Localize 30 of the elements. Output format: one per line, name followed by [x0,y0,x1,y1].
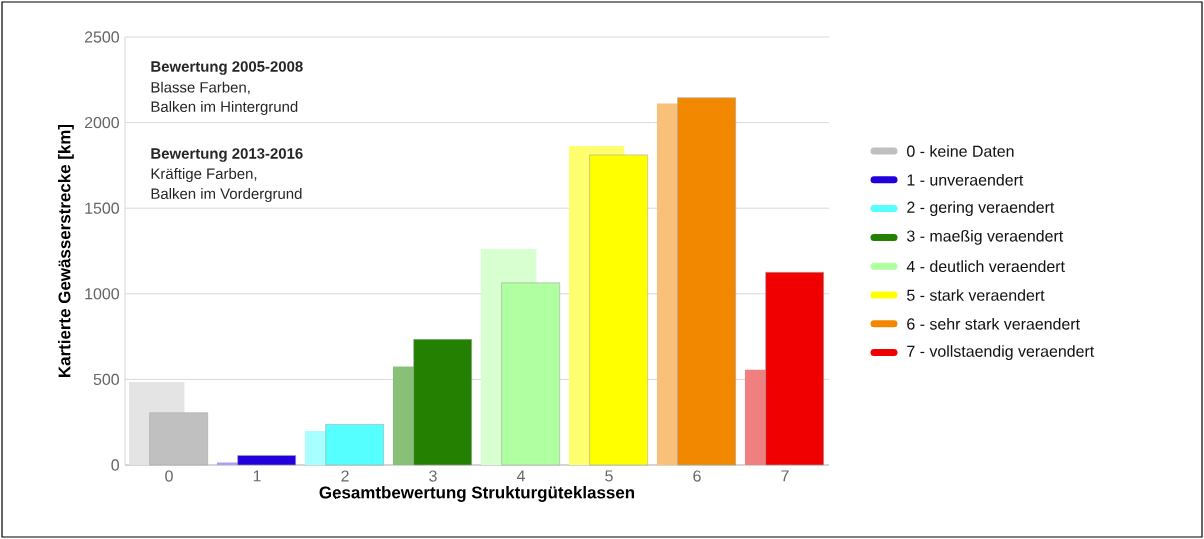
x-tick-label: 1 [253,470,261,482]
annotation: Blasse Farben, [151,81,250,95]
y-tick-label: 1000 [85,288,120,300]
text: 5 - stark veraendert [907,289,1045,301]
text: 3 - maeßig veraendert [907,229,1064,245]
x-tick-label: 4 [516,470,525,482]
y-tick-label: 1500 [85,202,120,214]
text: 0 - keine Daten [907,145,1014,157]
text: 6 - sehr stark veraendert [907,317,1080,330]
x-axis-title: Gesamtbewertung Strukturgüteklassen [319,486,635,502]
y-tick-label: 2500 [84,31,120,43]
x-tick-label: 2 [341,470,349,482]
text: 1 - unveraendert [907,173,1024,186]
y-tick-label: 500 [93,373,120,386]
y-tick-label: 2000 [84,116,120,129]
x-tick-label: 3 [429,470,437,482]
y-tick-label: 0 [111,459,120,471]
text: 2 - gering veraendert [907,201,1055,217]
annotation: Balken im Hintergrund [151,101,298,115]
x-tick-label: 0 [165,470,173,482]
y-axis-title: Kartierte Gewässerstrecke [km] [58,124,74,377]
x-tick-label: 7 [781,470,789,482]
text: 4 - deutlich veraendert [906,260,1065,273]
annotation: Balken im Vordergrund [151,188,302,202]
annotation: Bewertung 2013-2016 [151,148,303,162]
annotation: Kräftige Farben, [151,168,257,182]
annotation: Bewertung 2005-2008 [151,61,303,75]
x-tick-label: 5 [605,470,613,482]
x-tick-label: 6 [693,470,701,482]
text: 7 - vollstaendig veraendert [907,345,1095,361]
